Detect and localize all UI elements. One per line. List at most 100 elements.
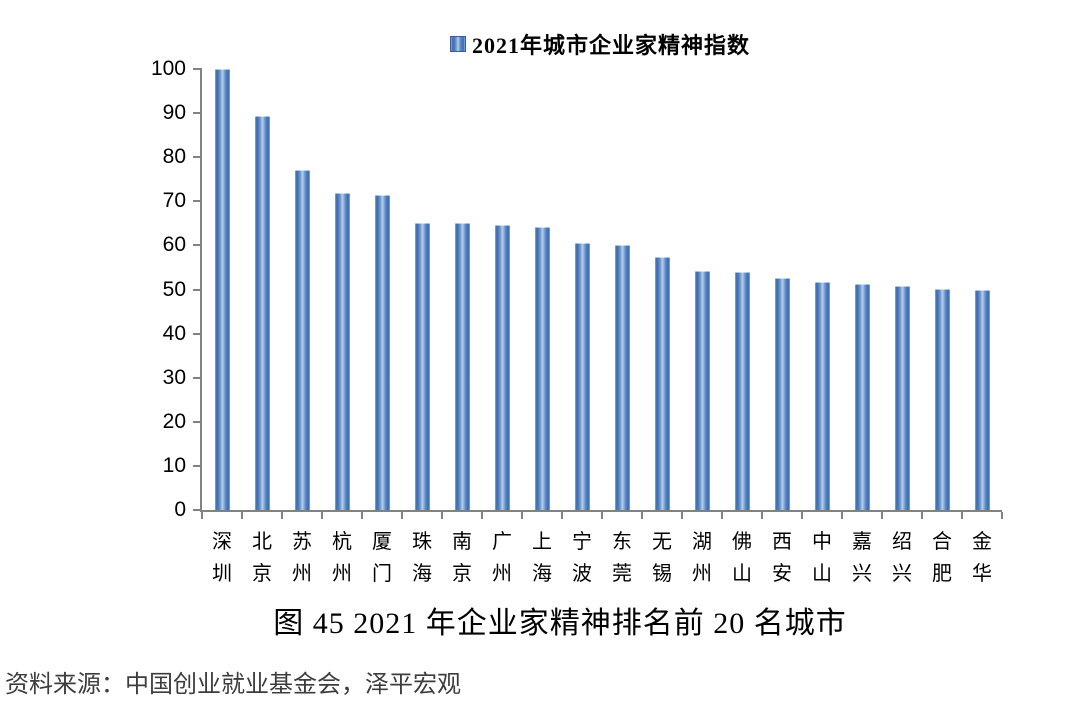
x-axis-category-char: 佛: [732, 531, 752, 553]
x-axis-category-char: 珠: [412, 531, 432, 553]
x-axis-category-char: 深: [212, 531, 232, 553]
bar-column: [482, 225, 522, 510]
x-axis-tick: [441, 512, 443, 519]
bar-column: [602, 245, 642, 510]
x-axis-category-label: 厦门: [362, 526, 402, 590]
y-axis-tick: [193, 420, 202, 423]
x-axis-tick: [841, 512, 843, 519]
x-axis-tick: [561, 512, 563, 519]
bar-中山: [814, 282, 830, 510]
x-axis-tick: [321, 512, 323, 519]
x-axis-category-char: 京: [452, 563, 472, 585]
y-axis-tick-label: 10: [162, 453, 186, 477]
y-axis-tick-label: 100: [150, 57, 186, 80]
x-axis-category-char: 厦: [372, 531, 392, 553]
y-axis-tick: [193, 156, 202, 159]
x-axis-category-label: 嘉兴: [842, 526, 882, 590]
x-axis-category-label: 中山: [802, 526, 842, 590]
bar-合肥: [934, 288, 950, 510]
x-axis-tick: [521, 512, 523, 519]
x-axis-tick: [761, 512, 763, 519]
x-axis-category-char: 州: [692, 563, 712, 585]
y-axis-tick-label: 70: [162, 189, 186, 213]
x-axis-tick: [201, 512, 203, 519]
x-axis-category-label: 湖州: [682, 526, 722, 590]
bar-column: [802, 282, 842, 510]
bar-column: [402, 222, 442, 510]
y-axis-tick-label: 40: [162, 321, 186, 345]
x-axis-category-char: 中: [812, 531, 832, 553]
x-axis-category-char: 州: [492, 563, 512, 585]
x-axis-tick: [881, 512, 883, 519]
x-axis-tick: [361, 512, 363, 519]
bar-南京: [454, 223, 470, 510]
figure-caption: 图 45 2021 年企业家精神排名前 20 名城市: [273, 607, 847, 640]
bar-厦门: [374, 194, 390, 510]
x-axis-tick: [921, 512, 923, 519]
bar-column: [922, 288, 962, 510]
x-axis-category-label: 广州: [482, 526, 522, 590]
x-axis-tick: [481, 512, 483, 519]
x-axis-category-label: 深圳: [202, 526, 242, 590]
y-axis-tick: [193, 288, 202, 291]
x-axis-category-char: 锡: [652, 563, 672, 585]
x-axis-category-char: 安: [772, 563, 792, 585]
x-axis-category-char: 兴: [892, 563, 912, 585]
bar-无锡: [654, 257, 670, 510]
x-axis-category-label: 金华: [962, 526, 1002, 590]
x-axis-category-label: 绍兴: [882, 526, 922, 590]
bar-column: [322, 193, 362, 510]
x-axis-category-label: 珠海: [402, 526, 442, 590]
bar-column: [562, 243, 602, 510]
x-axis-category-label: 合肥: [922, 526, 962, 590]
y-axis-tick-label: 50: [162, 277, 186, 301]
x-axis-tick: [601, 512, 603, 519]
y-axis-tick: [193, 376, 202, 379]
x-axis-category-char: 肥: [932, 563, 952, 585]
x-axis-tick: [961, 512, 963, 519]
x-axis-category-label: 无锡: [642, 526, 682, 590]
x-axis-category-label: 东莞: [602, 526, 642, 590]
bar-北京: [254, 116, 270, 510]
x-axis-category-char: 金: [972, 531, 992, 553]
x-axis-category-char: 合: [932, 531, 952, 553]
x-axis-category-label: 杭州: [322, 526, 362, 590]
y-axis-tick-label: 0: [174, 498, 186, 521]
legend-series-label: 2021年城市企业家精神指数: [471, 33, 750, 58]
x-axis-category-char: 门: [372, 563, 392, 585]
y-axis-tick-label: 30: [162, 365, 186, 389]
x-axis-category-char: 圳: [212, 563, 232, 585]
x-axis-category-char: 无: [652, 531, 672, 553]
x-axis-tick: [681, 512, 683, 519]
y-axis-tick: [193, 244, 202, 247]
x-axis-category-char: 京: [252, 563, 272, 585]
bar-column: [762, 277, 802, 510]
bar-金华: [974, 289, 990, 510]
y-axis-tick-label: 80: [162, 145, 186, 169]
x-axis-category-label: 佛山: [722, 526, 762, 590]
x-axis-category-char: 宁: [572, 531, 592, 553]
bar-湖州: [694, 270, 710, 510]
x-axis-category-char: 海: [532, 563, 552, 585]
bar-深圳: [214, 69, 230, 510]
bar-column: [842, 284, 882, 510]
x-axis-category-char: 海: [412, 563, 432, 585]
y-axis-tick: [193, 200, 202, 203]
bar-column: [642, 257, 682, 510]
y-axis-tick: [193, 509, 202, 511]
x-axis-category-char: 湖: [692, 531, 712, 553]
x-axis-category-char: 广: [492, 531, 512, 553]
bar-宁波: [574, 243, 590, 510]
x-axis-category-char: 上: [532, 531, 552, 553]
x-axis-tick: [281, 512, 283, 519]
x-axis-category-char: 华: [972, 563, 992, 585]
x-axis-category-char: 山: [812, 563, 832, 585]
bar-column: [362, 194, 402, 510]
y-axis-tick: [193, 112, 202, 115]
x-axis-category-char: 州: [292, 563, 312, 585]
x-axis-category-label: 苏州: [282, 526, 322, 590]
x-axis-category-char: 波: [572, 563, 592, 585]
bar-column: [522, 227, 562, 510]
bar-上海: [534, 227, 550, 510]
x-axis-tick: [401, 512, 403, 519]
